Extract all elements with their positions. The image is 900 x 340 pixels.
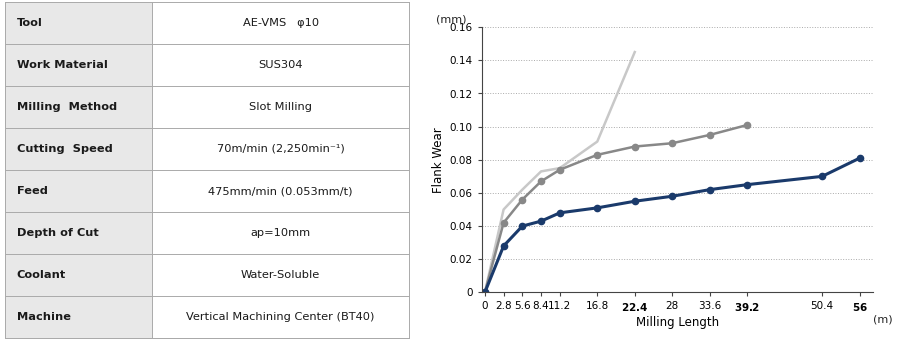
Competitor A (554, 168, 565, 172)
Competitor A (517, 198, 527, 202)
Competitor A (629, 144, 640, 149)
Competitor A (592, 153, 603, 157)
Text: (mm): (mm) (436, 15, 467, 24)
AE-VMS (499, 244, 509, 248)
AE-VMS (536, 219, 546, 223)
Bar (4, 128, 152, 170)
Competitor B (554, 166, 565, 170)
Line: Competitor A: Competitor A (482, 122, 751, 295)
AE-VMS (517, 224, 527, 228)
Bar (152, 86, 410, 128)
Bar (152, 296, 410, 338)
Bar (4, 212, 152, 254)
Bar (152, 170, 410, 212)
Competitor B (629, 50, 640, 54)
Text: Milling  Method: Milling Method (16, 102, 117, 112)
Text: 475mm/min (0.053mm/t): 475mm/min (0.053mm/t) (209, 186, 353, 196)
Competitor A (667, 141, 678, 145)
Text: (m): (m) (873, 315, 893, 325)
Bar (4, 296, 152, 338)
Competitor A (499, 221, 509, 225)
Text: Tool: Tool (16, 18, 42, 28)
Competitor B (536, 169, 546, 173)
AE-VMS (554, 211, 565, 215)
Text: Feed: Feed (16, 186, 48, 196)
Text: AE-VMS   φ10: AE-VMS φ10 (243, 18, 319, 28)
Bar (4, 170, 152, 212)
Competitor B (480, 290, 491, 294)
Competitor B (499, 207, 509, 211)
Text: SUS304: SUS304 (258, 60, 303, 70)
Competitor A (536, 179, 546, 183)
AE-VMS (742, 183, 752, 187)
Bar (4, 86, 152, 128)
Bar (152, 44, 410, 86)
Competitor A (742, 123, 752, 127)
Bar (152, 212, 410, 254)
Text: Cutting  Speed: Cutting Speed (16, 144, 112, 154)
Text: Slot Milling: Slot Milling (249, 102, 312, 112)
Line: Competitor B: Competitor B (485, 52, 634, 292)
Text: Depth of Cut: Depth of Cut (16, 228, 98, 238)
Text: ap=10mm: ap=10mm (250, 228, 310, 238)
AE-VMS (705, 188, 716, 192)
Text: 70m/min (2,250min⁻¹): 70m/min (2,250min⁻¹) (217, 144, 345, 154)
AE-VMS (592, 206, 603, 210)
Bar (152, 254, 410, 296)
Text: Vertical Machining Center (BT40): Vertical Machining Center (BT40) (186, 312, 375, 322)
Bar (152, 2, 410, 44)
Competitor B (517, 188, 527, 192)
Text: Coolant: Coolant (16, 270, 66, 280)
Competitor B (592, 139, 603, 143)
AE-VMS (629, 199, 640, 203)
AE-VMS (480, 290, 491, 294)
Text: Work Material: Work Material (16, 60, 107, 70)
Text: Machine: Machine (16, 312, 70, 322)
Competitor A (480, 290, 491, 294)
Bar (4, 2, 152, 44)
X-axis label: Milling Length: Milling Length (635, 316, 719, 329)
AE-VMS (854, 156, 865, 160)
Bar (4, 254, 152, 296)
AE-VMS (816, 174, 827, 179)
Bar (152, 128, 410, 170)
Y-axis label: Flank Wear: Flank Wear (432, 127, 446, 193)
AE-VMS (667, 194, 678, 198)
Competitor A (705, 133, 716, 137)
Text: Water-Soluble: Water-Soluble (241, 270, 320, 280)
Bar (4, 44, 152, 86)
Line: AE-VMS: AE-VMS (482, 155, 863, 295)
